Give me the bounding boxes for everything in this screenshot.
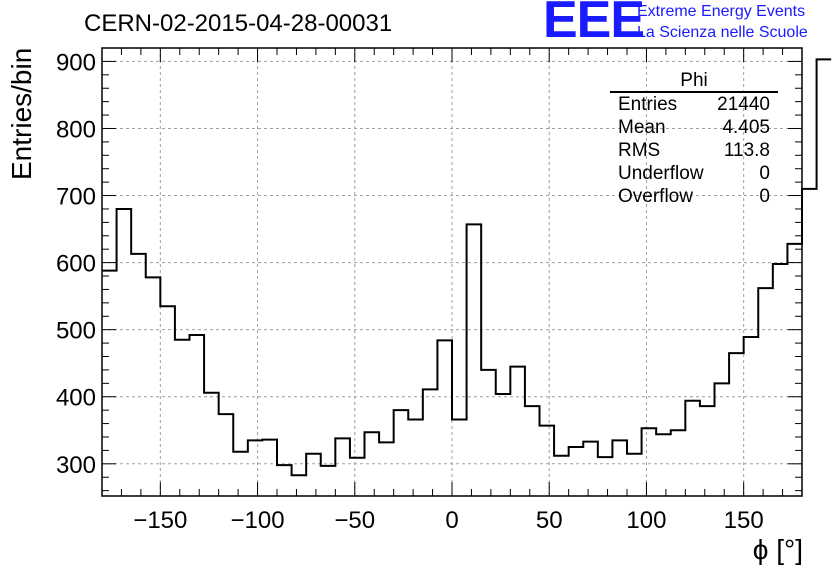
y-tick-label: 700 bbox=[56, 184, 96, 211]
x-tick-label: 150 bbox=[724, 507, 764, 534]
logo-mark: EEE bbox=[543, 0, 645, 49]
axis-ticks bbox=[101, 47, 803, 496]
x-tick-label: 50 bbox=[536, 507, 563, 534]
stat-value: 21440 bbox=[717, 94, 770, 115]
logo-line-1: Extreme Energy Events bbox=[637, 3, 806, 20]
y-tick-label: 800 bbox=[56, 116, 96, 143]
histogram-line bbox=[102, 58, 832, 477]
stats-box: Phi Entries 21440 Mean 4.405 RMS 113.8 U… bbox=[610, 70, 778, 208]
y-tick-label: 300 bbox=[56, 452, 96, 479]
y-tick-label: 600 bbox=[56, 251, 96, 278]
stat-label: Entries bbox=[618, 94, 678, 115]
x-tick-label: −100 bbox=[231, 507, 285, 534]
stat-value: 0 bbox=[759, 163, 770, 184]
stat-row-mean: Mean 4.405 bbox=[610, 116, 778, 139]
y-axis-label: Entries/bin bbox=[6, 47, 37, 180]
stat-row-underflow: Underflow 0 bbox=[610, 162, 778, 185]
chart-title: CERN-02-2015-04-28-00031 bbox=[84, 10, 393, 37]
stat-label: RMS bbox=[618, 140, 661, 161]
stat-label: Mean bbox=[618, 117, 666, 138]
stats-title: Phi bbox=[610, 70, 778, 93]
x-axis-label: ϕ [°] bbox=[752, 534, 803, 565]
stat-row-overflow: Overflow 0 bbox=[610, 185, 778, 208]
y-tick-label: 900 bbox=[56, 49, 96, 76]
eee-logo: EEE Extreme Energy Events La Scienza nel… bbox=[543, 0, 833, 46]
x-tick-label: 100 bbox=[626, 507, 666, 534]
stat-row-rms: RMS 113.8 bbox=[610, 139, 778, 162]
plot-frame bbox=[101, 47, 803, 497]
stat-value: 4.405 bbox=[722, 117, 770, 138]
stat-label: Underflow bbox=[618, 163, 704, 184]
stat-label: Overflow bbox=[618, 186, 693, 207]
y-tick-label: 500 bbox=[56, 318, 96, 345]
tick-labels: −150 −100 −50 0 50 100 150 300 400 500 600 700 800 90… bbox=[56, 49, 764, 534]
x-tick-label: 0 bbox=[445, 507, 458, 534]
x-tick-label: −150 bbox=[133, 507, 187, 534]
x-tick-label: −50 bbox=[334, 507, 375, 534]
stat-value: 113.8 bbox=[723, 140, 770, 161]
stat-value: 0 bbox=[759, 186, 770, 207]
y-tick-label: 400 bbox=[56, 385, 96, 412]
logo-line-2: La Scienza nelle Scuole bbox=[637, 24, 808, 41]
stat-row-entries: Entries 21440 bbox=[610, 93, 778, 116]
